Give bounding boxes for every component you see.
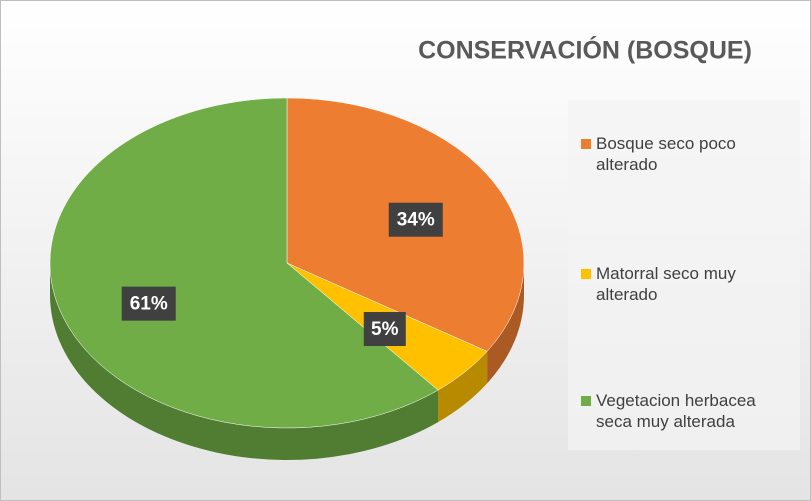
legend-swatch [581, 139, 591, 149]
legend-label: Vegetacion herbacea seca muy alterada [596, 391, 756, 431]
data-label: 61% [130, 294, 168, 315]
legend-item: Matorral seco muy alterado [581, 263, 796, 305]
slice-side [438, 351, 488, 423]
legend-panel [568, 100, 800, 450]
legend-label: Matorral seco muy alterado [596, 264, 736, 304]
data-label: 5% [371, 319, 399, 340]
legend-swatch [581, 396, 591, 406]
legend-item: Bosque seco poco alterado [581, 133, 796, 175]
legend-item: Vegetacion herbacea seca muy alterada [581, 390, 796, 432]
data-label-box [363, 312, 406, 347]
slice [49, 97, 439, 429]
data-label-box [121, 286, 176, 321]
data-label: 34% [397, 210, 435, 231]
slice-side [50, 263, 439, 460]
legend-label: Bosque seco poco alterado [596, 134, 736, 174]
data-label-box [388, 202, 443, 237]
chart-title: CONSERVACIÓN (BOSQUE) [418, 35, 752, 65]
legend-swatch [581, 269, 591, 279]
slice-side [487, 263, 524, 384]
